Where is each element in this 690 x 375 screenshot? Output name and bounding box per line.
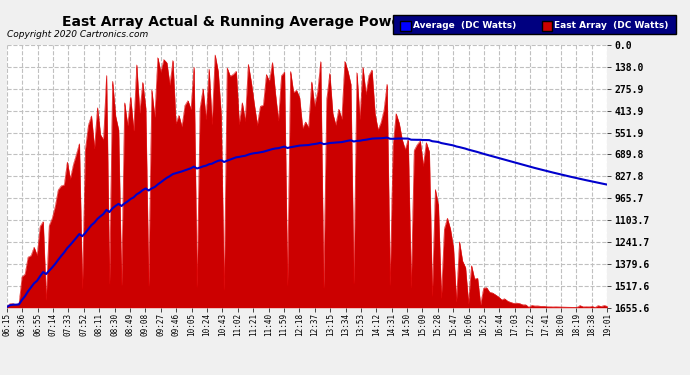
Text: Average  (DC Watts): Average (DC Watts) <box>413 21 516 30</box>
Text: Copyright 2020 Cartronics.com: Copyright 2020 Cartronics.com <box>7 30 148 39</box>
Text: East Array  (DC Watts): East Array (DC Watts) <box>554 21 669 30</box>
Text: East Array Actual & Running Average Power Sat Apr 11 19:01: East Array Actual & Running Average Powe… <box>62 15 545 29</box>
